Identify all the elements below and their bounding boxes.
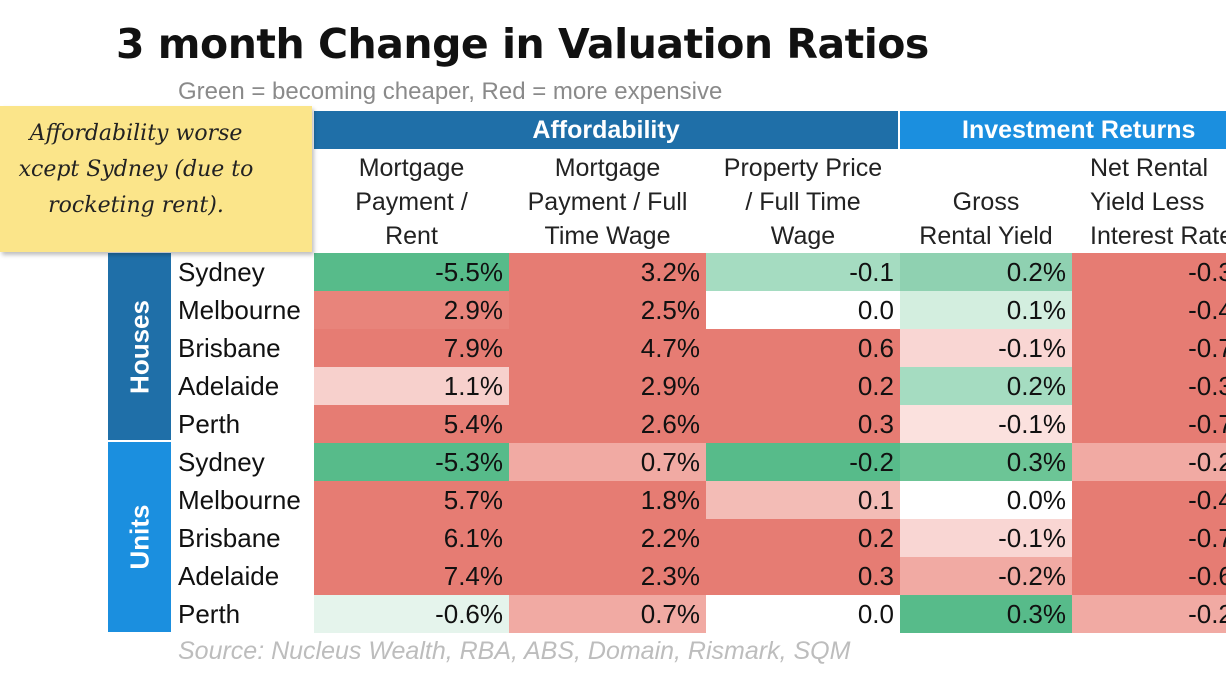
table-cell: -0.2% [1072,595,1226,633]
table-cell: 0.7% [509,443,706,481]
table-cell: 7.4% [314,557,509,595]
chart-title: 3 month Change in Valuation Ratios [116,20,929,68]
column-header: Gross Rental Yield [919,188,1053,250]
row-label-city: Sydney [178,447,265,477]
table-cell: 0.1% [900,291,1072,329]
table-cell: 2.2% [509,519,706,557]
row-label-city: Perth [178,409,241,439]
table-cell: -0.7% [1072,405,1226,443]
table-row: Sydney -5.3%0.7%-0.20.3%-0.2% [171,443,1226,481]
table-cell: 1.1% [314,367,509,405]
table-cell: 0.2 [706,519,900,557]
row-label-city: Melbourne [178,295,301,325]
table-cell: -5.3% [314,443,509,481]
table-cell: -0.1 [706,253,900,291]
table-cell: 0.0% [900,481,1072,519]
chart-subtitle: Green = becoming cheaper, Red = more exp… [178,78,723,105]
table-cell: -5.5% [314,253,509,291]
table-cell: 2.5% [509,291,706,329]
table-cell: -0.3% [1072,367,1226,405]
table-cell: 2.6% [509,405,706,443]
row-label-city: Sydney [178,257,265,287]
table-cell: 0.6 [706,329,900,367]
affordability-header: Affordability [314,111,898,149]
table-cell: -0.7% [1072,329,1226,367]
table-cell: 0.1 [706,481,900,519]
table-cell: 0.3% [900,443,1072,481]
table-row: Perth -0.6%0.7%0.00.3%-0.2% [171,595,1226,633]
table-row: Melbourne 5.7%1.8%0.10.0%-0.4% [171,481,1226,519]
table-row: Adelaide 1.1%2.9%0.20.2%-0.3% [171,367,1226,405]
table-cell: 5.7% [314,481,509,519]
table-cell: 0.3 [706,405,900,443]
table-cell: -0.2% [1072,443,1226,481]
table-row: Melbourne 2.9%2.5%0.00.1%-0.4% [171,291,1226,329]
sticky-note: Affordability worse xcept Sydney (due to… [0,106,312,252]
table-cell: 7.9% [314,329,509,367]
table-cell: -0.7% [1072,519,1226,557]
table-cell: -0.6% [1072,557,1226,595]
table-cell: 5.4% [314,405,509,443]
group-label-units: Units [108,442,171,632]
table-cell: -0.2% [900,557,1072,595]
row-label-city: Adelaide [178,561,280,591]
table-cell: -0.1% [900,519,1072,557]
sticky-note-tail [288,228,312,252]
row-label-city: Brisbane [178,523,281,553]
table-cell: 0.0 [706,291,900,329]
table-row: Adelaide 7.4%2.3%0.3-0.2%-0.6% [171,557,1226,595]
row-label-city: Adelaide [178,371,280,401]
table-row: Brisbane 7.9%4.7%0.6-0.1%-0.7% [171,329,1226,367]
table-cell: 0.2% [900,367,1072,405]
table-cell: 0.7% [509,595,706,633]
table-cell: 2.9% [509,367,706,405]
column-header: Mortgage Payment / Rent [355,154,468,250]
group-label-houses: Houses [108,253,171,440]
table-cell: 3.2% [509,253,706,291]
column-header: Mortgage Payment / Full Time Wage [527,154,688,250]
table-row: Sydney -5.5%3.2%-0.10.2%-0.3% [171,253,1226,291]
table-cell: 0.0 [706,595,900,633]
table-cell: -0.3% [1072,253,1226,291]
table-cell: -0.2 [706,443,900,481]
row-label-city: Perth [178,599,241,629]
table-cell: 6.1% [314,519,509,557]
row-label-city: Brisbane [178,333,281,363]
column-header: Property Price / Full Time Wage [723,154,883,250]
table-cell: 2.3% [509,557,706,595]
table-cell: -0.1% [900,329,1072,367]
source-note: Source: Nucleus Wealth, RBA, ABS, Domain… [178,637,851,665]
table-row: Perth 5.4%2.6%0.3-0.1%-0.7% [171,405,1226,443]
table-cell: -0.4% [1072,481,1226,519]
sticky-note-text: Affordability worse xcept Sydney (due to… [18,121,254,218]
column-header: Net Rental Yield Less Interest Rate [1090,154,1226,250]
table-cell: 0.2 [706,367,900,405]
row-label-city: Melbourne [178,485,301,515]
table-cell: 0.2% [900,253,1072,291]
table-row: Brisbane 6.1%2.2%0.2-0.1%-0.7% [171,519,1226,557]
table-cell: -0.1% [900,405,1072,443]
table-cell: 1.8% [509,481,706,519]
table-cell: 2.9% [314,291,509,329]
investment-returns-header: Investment Returns [900,111,1226,149]
table-cell: -0.6% [314,595,509,633]
table-cell: -0.4% [1072,291,1226,329]
table-cell: 0.3% [900,595,1072,633]
table-cell: 4.7% [509,329,706,367]
table-cell: 0.3 [706,557,900,595]
